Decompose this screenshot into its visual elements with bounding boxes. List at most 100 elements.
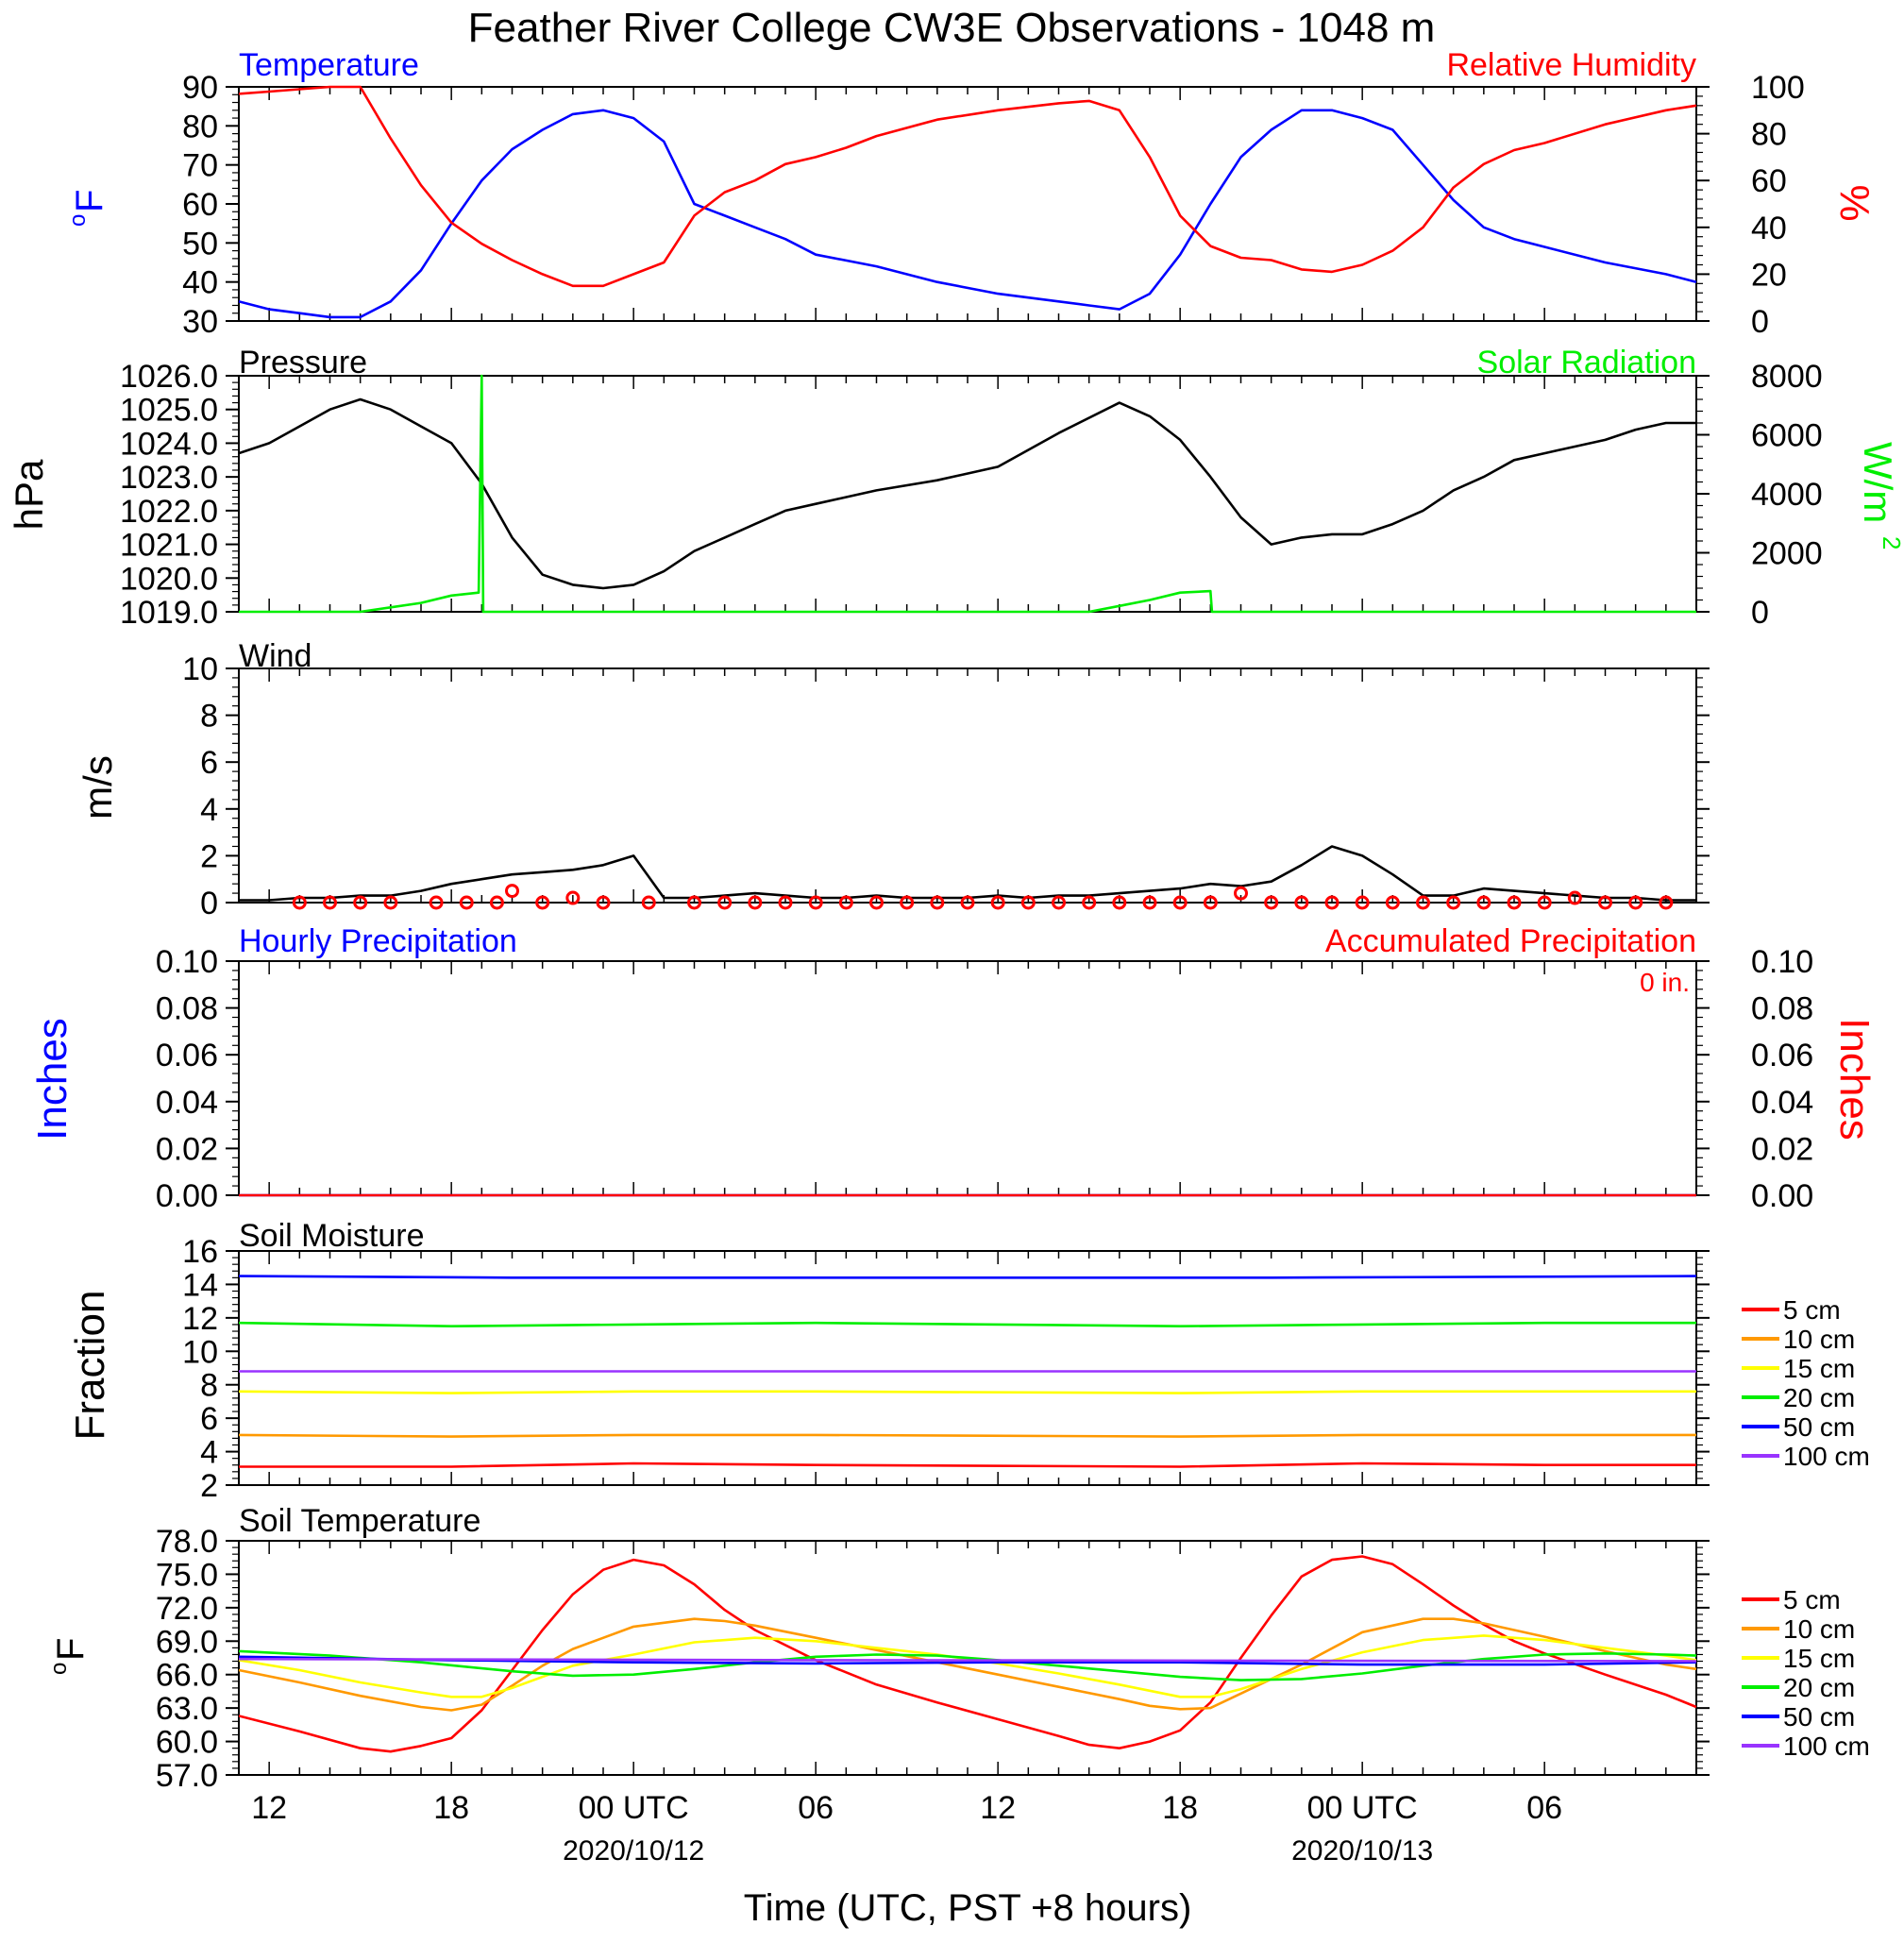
wind-barb-circle	[1203, 895, 1218, 910]
y-tick-label-left: 1019.0	[120, 595, 218, 631]
unit-fahrenheit-text-soil: F	[50, 1638, 92, 1661]
y-tick-label-right: 80	[1751, 117, 1787, 153]
y-tick-label-right: 0.08	[1751, 991, 1813, 1027]
series-line-5-cm	[238, 1555, 1697, 1753]
wind-barb-circle	[748, 895, 763, 910]
y-tick-label-left: 40	[182, 265, 218, 301]
wind-barb-circle	[1294, 895, 1309, 910]
legend-label: 20 cm	[1783, 1673, 1855, 1702]
y-tick-label-left: 0	[200, 886, 218, 921]
wind-barb-circle	[900, 895, 915, 910]
unit-fahrenheit-text: F	[69, 190, 110, 212]
wind-barb-circle	[1659, 895, 1674, 910]
left-axis-unit-hpa: hPa	[7, 459, 51, 530]
wind-barb-circle	[930, 895, 945, 910]
wind-barb-circle	[535, 895, 550, 910]
y-tick-label-left: 6	[200, 745, 218, 781]
y-tick-label-left: 0.06	[156, 1038, 218, 1073]
y-tick-label-left: 4	[200, 1435, 218, 1471]
y-tick-label-right: 0.02	[1751, 1131, 1813, 1167]
series-line-50-cm	[238, 1655, 1697, 1666]
right-axis-unit-percent: %	[1831, 184, 1878, 221]
series-line-10-cm	[238, 1433, 1696, 1438]
wind-barb-circle	[717, 895, 733, 910]
y-tick-label-left: 6	[200, 1401, 218, 1437]
y-tick-label-left: 66.0	[156, 1658, 218, 1694]
legend-label: 100 cm	[1783, 1442, 1870, 1471]
x-tick-label: 18	[1162, 1790, 1198, 1826]
y-tick-label-left: 0.00	[156, 1178, 218, 1214]
x-tick-label: 12	[251, 1790, 287, 1826]
y-tick-label-right: 6000	[1751, 418, 1823, 454]
y-tick-label-right: 0.10	[1751, 944, 1813, 980]
y-tick-label-left: 1020.0	[120, 561, 218, 597]
x-tick-label: 00 UTC	[579, 1790, 689, 1826]
y-tick-label-left: 70	[182, 148, 218, 184]
wind-barb-circle	[687, 895, 701, 910]
y-tick-label-right: 8000	[1751, 359, 1823, 395]
panel-title-solar-radiation: Solar Radiation	[1477, 345, 1696, 380]
panel-soil-moisture: Soil Moisture Fraction	[67, 1218, 425, 1440]
wind-barb-circle	[808, 895, 823, 910]
series-line-temperature	[238, 109, 1697, 319]
plot-frame	[238, 667, 1697, 904]
y-tick-label-left: 10	[182, 651, 218, 687]
x-tick-label: 18	[433, 1790, 469, 1826]
unit-degree-superscript-soil: o	[46, 1663, 72, 1675]
y-tick-label-right: 0.06	[1751, 1038, 1813, 1073]
panel-temperature-rh: Temperature Relative Humidity o F %	[65, 47, 1878, 227]
y-tick-label-left: 8	[200, 699, 218, 735]
series-line-relative-humidity	[238, 85, 1697, 288]
panel-title-soil-moisture: Soil Moisture	[239, 1218, 425, 1254]
legend-label: 15 cm	[1783, 1644, 1855, 1673]
panel-title-soil-temperature: Soil Temperature	[239, 1503, 480, 1539]
y-tick-label-right: 0	[1751, 304, 1769, 340]
wind-barb-circle	[990, 895, 1005, 910]
wind-barb-circle	[1416, 895, 1430, 910]
plot-precipitation: 0.00 0.02 0.04 0.06 0.08 0.10 0.00 0.02 0.04 0.06…	[156, 944, 1813, 1214]
y-tick-label-left: 60.0	[156, 1725, 218, 1761]
series-line-5-cm	[239, 1461, 1696, 1468]
wind-barb-circle	[1355, 895, 1370, 910]
accum-precip-total: 0 in.	[1640, 968, 1690, 997]
wind-barb-circle	[778, 895, 793, 910]
unit-wm-text: W/m	[1856, 442, 1900, 523]
wind-barb-circle	[489, 895, 504, 910]
left-axis-unit-inches: Inches	[29, 1018, 76, 1140]
legend-label: 10 cm	[1783, 1325, 1855, 1354]
wind-barb-circle	[1234, 886, 1248, 901]
plot-frame	[238, 960, 1697, 1196]
plot-frame	[238, 86, 1697, 322]
plot-wind: 0 2 4 6 8 10	[182, 651, 1710, 921]
wind-barb-circle	[1628, 895, 1643, 910]
y-tick-label-left: 1022.0	[120, 494, 218, 530]
legend-label: 100 cm	[1783, 1732, 1870, 1761]
y-tick-label-left: 50	[182, 226, 218, 262]
left-axis-unit-soil-temp: o F	[46, 1638, 92, 1675]
wind-barb-circle	[1507, 895, 1522, 910]
wind-barb-circle	[1112, 895, 1127, 910]
unit-squared-superscript: 2	[1878, 536, 1904, 549]
left-axis-unit-temperature: o F	[65, 190, 110, 227]
wind-barb-circle	[1324, 895, 1340, 910]
wind-barb-circle	[1446, 895, 1461, 910]
y-tick-label-right: 100	[1751, 70, 1805, 106]
y-tick-label-left: 63.0	[156, 1691, 218, 1727]
y-tick-label-right: 4000	[1751, 477, 1823, 513]
y-tick-label-left: 0.02	[156, 1131, 218, 1167]
x-axis-label: Time (UTC, PST +8 hours)	[744, 1887, 1192, 1929]
wind-barb-circle	[641, 895, 656, 910]
y-tick-label-left: 1023.0	[120, 460, 218, 496]
x-tick-date-label: 2020/10/13	[1291, 1835, 1433, 1867]
wind-barb-circle	[429, 895, 444, 910]
y-tick-label-left: 57.0	[156, 1758, 218, 1794]
y-tick-label-left: 10	[182, 1334, 218, 1370]
x-tick-label: 12	[980, 1790, 1016, 1826]
wind-barb-circle	[1020, 895, 1036, 910]
wind-barb-circle	[353, 895, 368, 910]
y-tick-label-left: 1026.0	[120, 359, 218, 395]
y-tick-label-left: 78.0	[156, 1524, 218, 1560]
wind-barb-circle	[1172, 895, 1188, 910]
